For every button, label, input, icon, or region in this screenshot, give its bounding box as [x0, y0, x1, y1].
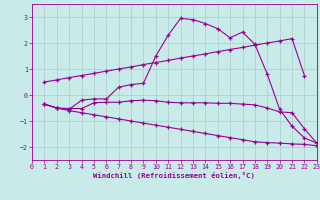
X-axis label: Windchill (Refroidissement éolien,°C): Windchill (Refroidissement éolien,°C)	[93, 172, 255, 179]
